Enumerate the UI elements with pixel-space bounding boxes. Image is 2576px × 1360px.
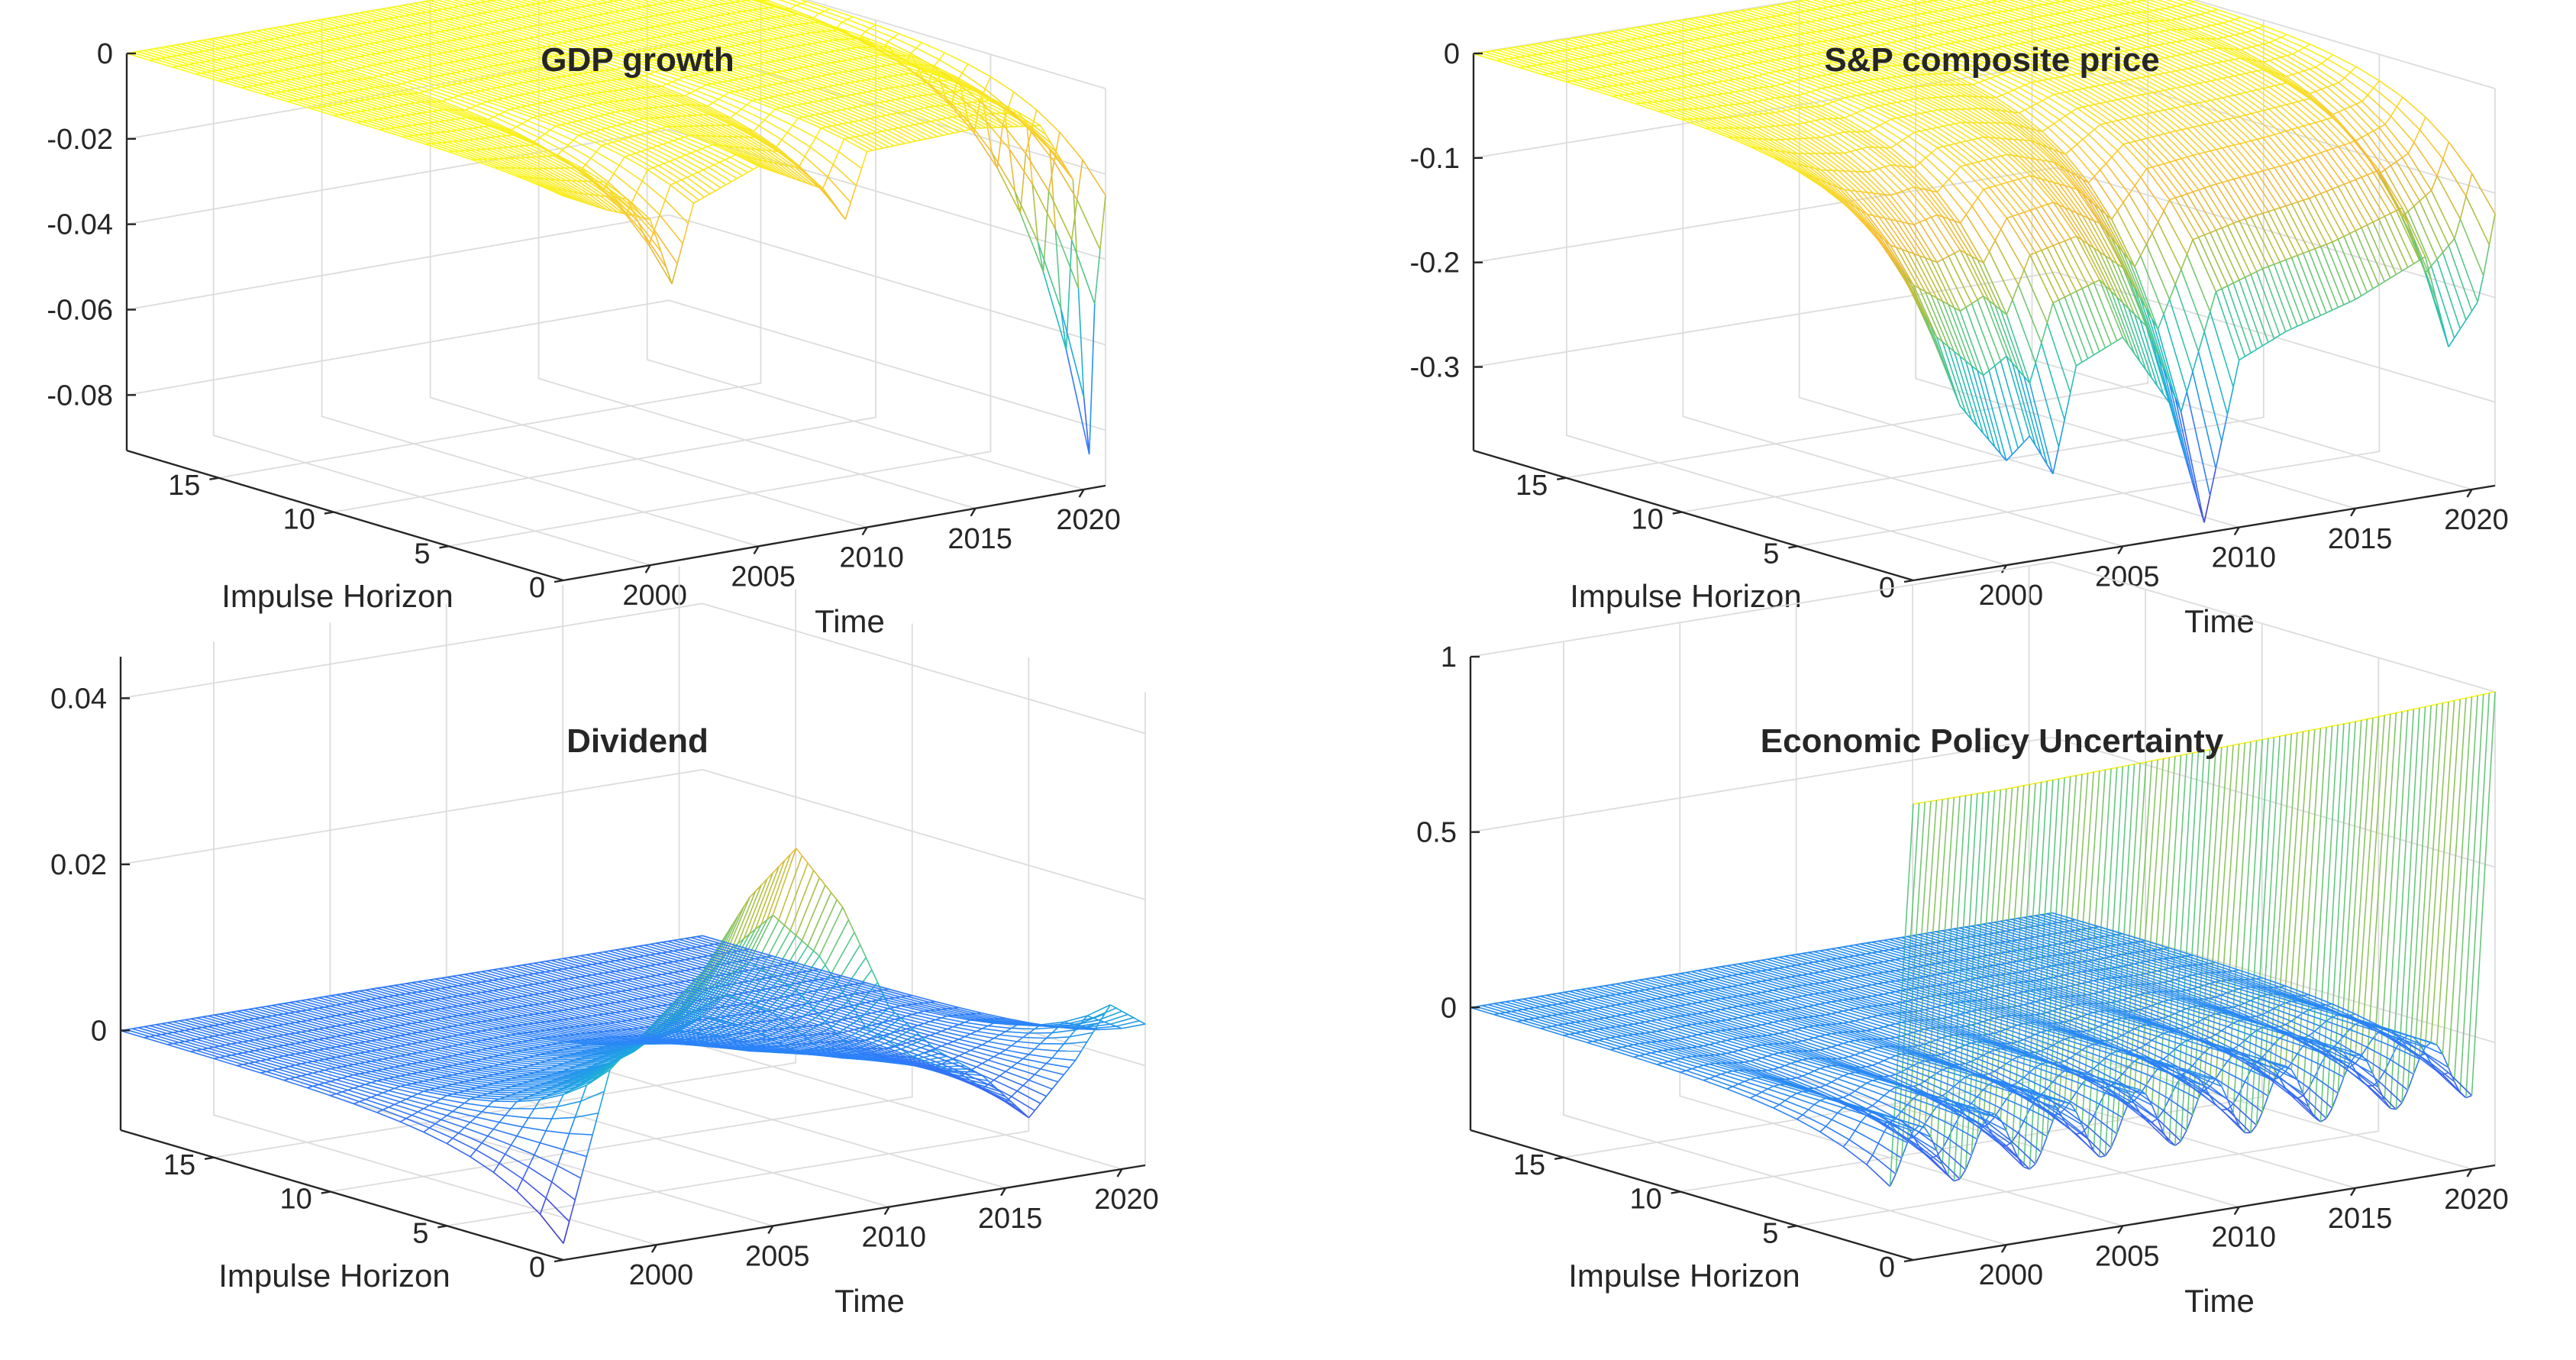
time-tick-label: 2000 (1979, 580, 2044, 612)
grid (1470, 561, 2496, 1261)
horizon-tick-label: 0 (1879, 1252, 1895, 1284)
value-tick-label: 1 (1441, 641, 1457, 674)
horizon-tick-label: 15 (1513, 1149, 1545, 1181)
time-axis (1913, 484, 2496, 582)
time-tick-label: 2015 (947, 523, 1012, 555)
time-tick-label: 2010 (2211, 542, 2276, 574)
horizon-axis-label: Impulse Horizon (1570, 578, 1801, 614)
grid (1473, 0, 2496, 581)
chart-title: Dividend (567, 722, 709, 760)
panel-1: 2000 2005 2010 2015 2020 0 5 10 15 0 -0.02 -0.04 -0.… (47, 0, 1121, 639)
time-tick-label: 2020 (2444, 1184, 2509, 1216)
time-tick-label: 2005 (745, 1240, 810, 1272)
time-tick-label: 2010 (839, 542, 904, 574)
value-tick-label: -0.3 (1410, 352, 1460, 384)
horizon-tick-label: 5 (1763, 538, 1779, 570)
horizon-tick-label: 10 (1632, 504, 1664, 536)
time-axis-label: Time (815, 603, 885, 639)
horizon-axis (1473, 449, 1914, 582)
time-axis-label: Time (2184, 603, 2255, 639)
time-tick-label: 2020 (1094, 1184, 1159, 1216)
panel-2: 2000 2005 2010 2015 2020 0 5 10 15 0 -0.1 -0.2 -0.3 T… (1410, 0, 2509, 639)
value-tick-label: 0 (97, 38, 113, 70)
surface-mesh (120, 848, 1146, 1244)
horizon-tick-label: 10 (279, 1184, 312, 1216)
horizon-tick-label: 5 (414, 538, 430, 570)
time-tick-label: 2010 (2211, 1222, 2276, 1254)
horizon-tick-label: 5 (1762, 1217, 1778, 1249)
chart-title: Economic Policy Uncertainty (1761, 722, 2224, 760)
time-tick-label: 2000 (629, 1259, 694, 1291)
horizon-axis-label: Impulse Horizon (1568, 1258, 1800, 1294)
chart-title: S&P composite price (1824, 41, 2159, 79)
time-tick-label: 2000 (622, 580, 687, 612)
horizon-axis (1470, 1129, 1914, 1261)
time-tick-label: 2015 (2328, 523, 2393, 555)
surface-mesh (1473, 0, 2496, 523)
horizon-tick-label: 0 (529, 572, 545, 604)
grid (120, 565, 1146, 1261)
time-tick-label: 2020 (2444, 504, 2509, 536)
horizon-tick-label: 0 (1879, 572, 1895, 604)
value-tick-label: 0 (1441, 992, 1457, 1024)
value-tick-label: -0.2 (1410, 247, 1460, 279)
time-axis (563, 484, 1106, 582)
time-tick-label: 2005 (2095, 1240, 2160, 1272)
time-tick-label: 2015 (978, 1203, 1043, 1235)
horizon-tick-label: 10 (1629, 1184, 1661, 1216)
horizon-axis-label: Impulse Horizon (218, 1258, 450, 1294)
time-axis (563, 1164, 1146, 1261)
value-tick-label: -0.06 (47, 294, 113, 326)
chart-title: GDP growth (541, 41, 734, 79)
value-tick-label: 0 (91, 1015, 107, 1047)
horizon-axis (120, 1129, 564, 1261)
horizon-tick-label: 10 (283, 504, 315, 536)
time-axis-label: Time (2184, 1283, 2255, 1319)
value-tick-label: -0.1 (1410, 143, 1460, 175)
time-tick-label: 2010 (861, 1222, 926, 1254)
value-tick-label: 0.04 (50, 683, 107, 715)
value-tick-label: -0.04 (47, 209, 113, 241)
horizon-tick-label: 15 (168, 470, 200, 502)
time-axis (1913, 1164, 2496, 1261)
horizon-axis-label: Impulse Horizon (221, 578, 453, 614)
value-tick-label: 0 (1444, 38, 1460, 70)
time-axis-label: Time (834, 1283, 905, 1319)
surface-mesh (126, 0, 1106, 455)
horizon-axis (126, 449, 564, 582)
time-tick-label: 2015 (2328, 1203, 2393, 1235)
time-tick-label: 2000 (1979, 1259, 2044, 1291)
horizon-tick-label: 5 (412, 1217, 428, 1249)
value-tick-label: -0.02 (47, 124, 113, 156)
surface-mesh (1470, 691, 2496, 1187)
time-tick-label: 2005 (731, 560, 796, 593)
time-tick-label: 2020 (1056, 504, 1121, 536)
horizon-tick-label: 0 (529, 1252, 545, 1284)
time-tick-label: 2005 (2095, 560, 2160, 593)
value-tick-label: 0.5 (1416, 817, 1457, 849)
horizon-tick-label: 15 (1516, 470, 1548, 502)
panel-4: 2000 2005 2010 2015 2020 0 5 10 15 1 0.5 0 Time Impul… (1416, 561, 2509, 1319)
horizon-tick-label: 15 (163, 1149, 195, 1181)
value-tick-label: 0.02 (50, 849, 107, 881)
value-tick-label: -0.08 (47, 380, 113, 412)
panel-3: 2000 2005 2010 2015 2020 0 5 10 15 0.04 0.02 0 Time I… (50, 565, 1159, 1319)
